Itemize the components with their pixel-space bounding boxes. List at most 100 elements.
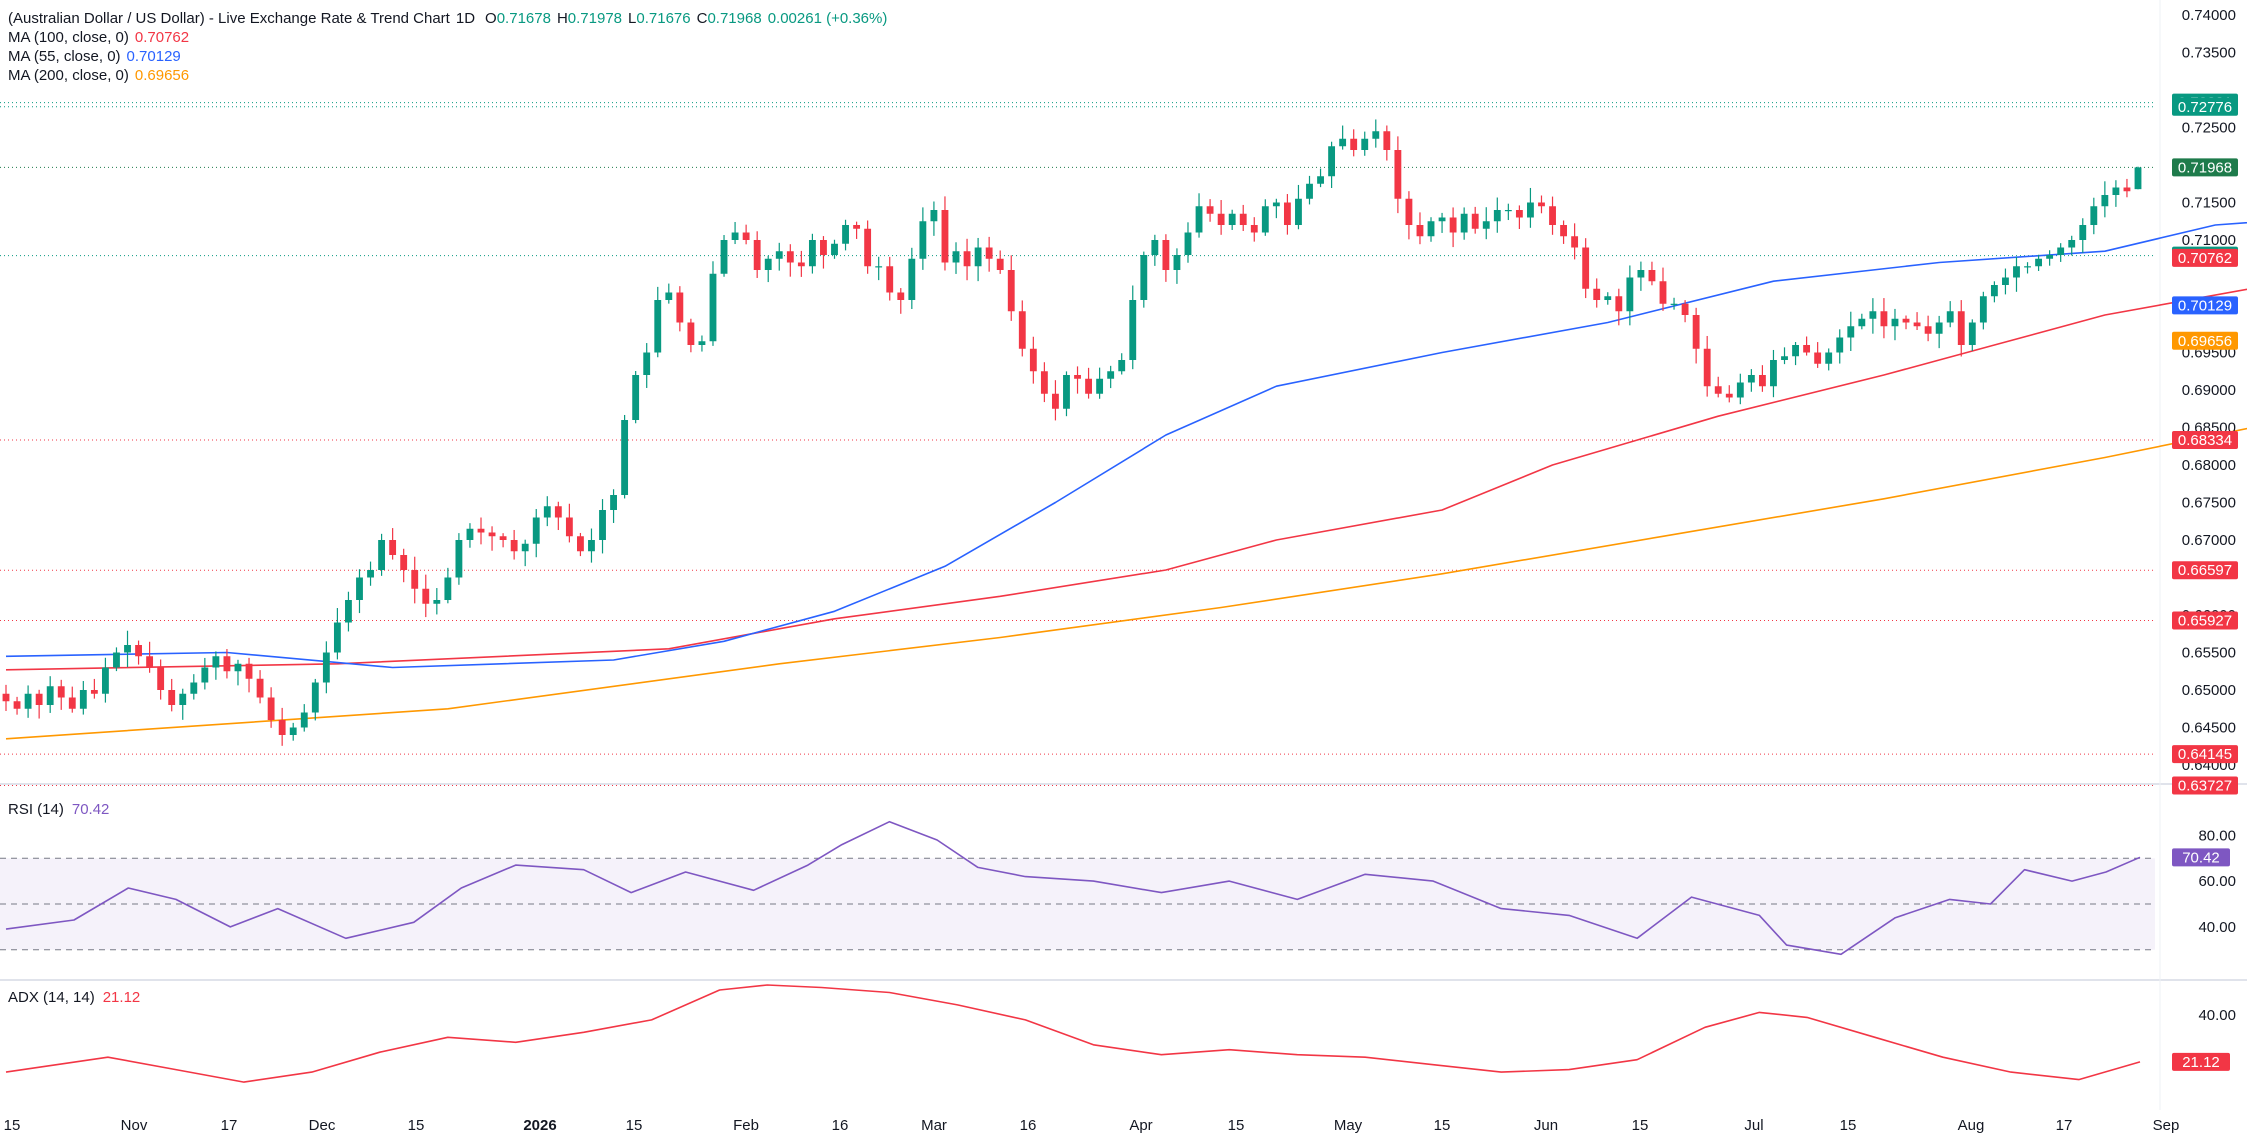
candle-body <box>1085 378 1092 394</box>
candle-body <box>1040 371 1048 394</box>
candle <box>289 722 297 741</box>
candle <box>588 528 595 563</box>
candle <box>1604 292 1612 305</box>
candle-body <box>2123 187 2131 192</box>
candle <box>599 499 606 554</box>
price-tag-bg <box>2172 776 2238 795</box>
candle-body <box>764 258 772 270</box>
candle <box>1736 373 1744 405</box>
candle <box>1935 315 1943 349</box>
candle <box>1692 307 1700 364</box>
candle-body <box>1515 210 1523 218</box>
candle-body <box>1836 337 1844 353</box>
candle-body <box>245 663 253 679</box>
candle-body <box>1317 176 1324 184</box>
candle-body <box>1283 202 1291 225</box>
candle <box>367 561 374 586</box>
open-value: 0.71678 <box>497 10 551 27</box>
price-tag-2: 0.71968 <box>2172 158 2238 177</box>
candle-body <box>1504 210 1512 212</box>
time-tick-label-13: May <box>1334 1117 1363 1134</box>
interval-label: 1D <box>456 10 475 27</box>
candle-body <box>1604 296 1612 300</box>
candle <box>1482 207 1490 240</box>
candle <box>1096 367 1104 399</box>
candle-body <box>643 352 651 375</box>
rsi-tag-bg <box>2172 848 2230 867</box>
candle-body <box>2046 255 2054 259</box>
candle <box>908 247 916 309</box>
candle-body <box>1626 277 1634 312</box>
candle <box>808 233 816 274</box>
price-tick-label-3: 0.71500 <box>2182 195 2236 212</box>
candle <box>1549 196 1556 235</box>
candle-body <box>1383 131 1391 150</box>
candle-body <box>1770 360 1777 387</box>
candle <box>1471 206 1479 234</box>
candle <box>1990 281 1998 303</box>
candle-body <box>1272 202 1280 207</box>
time-tick-label-4: 15 <box>408 1117 425 1134</box>
candle-body <box>477 528 485 533</box>
candle <box>278 707 286 746</box>
candle <box>2057 243 2065 262</box>
ma55-value: 0.70129 <box>127 48 181 65</box>
candle <box>930 201 938 236</box>
header-legend: (Australian Dollar / US Dollar) - Live E… <box>8 10 887 27</box>
candle <box>864 220 872 274</box>
candle <box>963 238 971 281</box>
candle <box>687 318 695 353</box>
candle <box>201 657 209 690</box>
price-tick-label-2: 0.72500 <box>2182 120 2236 137</box>
candle-body <box>1869 311 1877 319</box>
candle <box>146 641 154 673</box>
candle <box>532 509 540 558</box>
candle <box>488 526 496 551</box>
price-tag-bg <box>2172 745 2238 764</box>
candle-body <box>1007 270 1015 312</box>
candle-body <box>1063 375 1070 409</box>
candle <box>179 688 187 720</box>
price-tag-label: 0.72776 <box>2178 99 2232 116</box>
candle <box>1946 301 1954 328</box>
candle-body <box>1250 225 1258 233</box>
candle-body <box>300 712 308 728</box>
candle-body <box>2101 195 2109 207</box>
candle <box>1261 199 1269 236</box>
time-tick-label-3: Dec <box>309 1117 336 1134</box>
candle <box>1593 278 1601 308</box>
candle <box>1052 380 1059 421</box>
candle <box>1173 248 1181 284</box>
candle-body <box>1482 221 1490 229</box>
candle-body <box>2 693 10 702</box>
candle <box>698 335 706 352</box>
candle <box>1195 193 1203 238</box>
candle <box>1527 187 1534 228</box>
price-tag-label: 0.63727 <box>2178 777 2232 794</box>
candle <box>1140 251 1148 308</box>
time-tick-label-21: Sep <box>2153 1117 2180 1134</box>
candle <box>311 678 319 721</box>
candle <box>1361 131 1369 156</box>
candle-body <box>1460 213 1468 233</box>
candle <box>1758 365 1766 392</box>
price-tick-label-6: 0.69000 <box>2182 382 2236 399</box>
candle <box>676 286 684 332</box>
candle-body <box>1924 326 1932 334</box>
candle <box>1571 223 1579 260</box>
candle-body <box>68 697 76 709</box>
candle <box>256 670 264 704</box>
candle <box>753 231 761 278</box>
candle <box>1239 204 1247 232</box>
candle <box>1328 141 1336 188</box>
candle-body <box>1416 225 1424 237</box>
candle-body <box>853 225 861 229</box>
candle <box>444 567 452 604</box>
candle <box>1283 194 1291 235</box>
candle <box>135 640 142 665</box>
candle-body <box>1228 213 1236 225</box>
candle <box>554 501 562 531</box>
candle <box>1504 203 1512 221</box>
